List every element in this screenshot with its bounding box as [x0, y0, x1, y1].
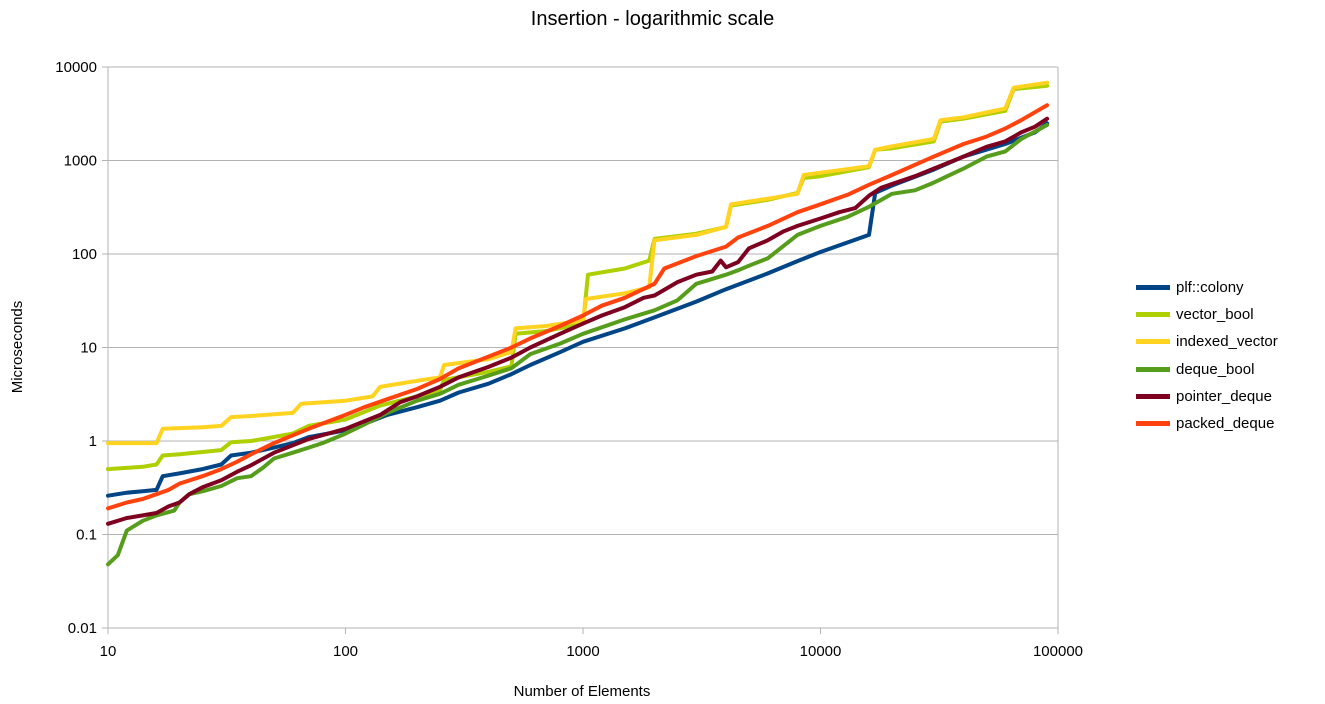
- series-line-deque-bool: [106, 123, 1050, 567]
- x-tick-label: 10: [100, 643, 117, 660]
- x-axis-title: Number of Elements: [514, 683, 651, 700]
- legend-item: packed_deque: [1136, 410, 1278, 437]
- y-tick-label: 1: [89, 433, 97, 450]
- legend-label: indexed_vector: [1176, 333, 1278, 351]
- legend-item: plf::colony: [1136, 274, 1278, 301]
- legend-item: deque_bool: [1136, 356, 1278, 383]
- axis-layer: [102, 66, 1059, 634]
- y-tick-label: 0.01: [68, 620, 97, 637]
- x-tick-label: 100000: [1033, 643, 1083, 660]
- y-tick-label: 100: [72, 246, 97, 263]
- series-line-pointer-deque: [106, 116, 1050, 526]
- y-axis-title: Microseconds: [9, 301, 26, 394]
- grid-layer: [108, 66, 1058, 629]
- legend-swatch: [1136, 421, 1170, 427]
- y-tick-label: 0.1: [76, 527, 97, 544]
- legend-item: indexed_vector: [1136, 328, 1278, 355]
- legend-label: deque_bool: [1176, 360, 1255, 378]
- y-tick-label: 1000: [64, 153, 97, 170]
- y-tick-label: 10000: [55, 59, 97, 76]
- x-tick-label: 100: [333, 643, 358, 660]
- legend-item: pointer_deque: [1136, 383, 1278, 410]
- legend-swatch: [1136, 312, 1170, 318]
- legend-label: vector_bool: [1176, 306, 1254, 324]
- legend-swatch: [1136, 393, 1170, 399]
- chart-title: Insertion - logarithmic scale: [530, 8, 775, 30]
- series-line-plf-colony: [106, 121, 1050, 498]
- legend-swatch: [1136, 285, 1170, 291]
- series-line-indexed-vector: [106, 80, 1050, 446]
- legend-label: packed_deque: [1176, 415, 1275, 433]
- legend-swatch: [1136, 366, 1170, 372]
- legend-item: vector_bool: [1136, 301, 1278, 328]
- x-tick-label: 10000: [800, 643, 842, 660]
- label-layer: 0.01 0.1 1 10 100 1000 10000 10 100 1000 10000 1000…: [55, 59, 1083, 660]
- legend-label: plf::colony: [1176, 279, 1244, 297]
- legend-swatch: [1136, 339, 1170, 345]
- series-line-packed-deque: [106, 103, 1050, 511]
- y-tick-label: 10: [80, 340, 97, 357]
- legend-label: pointer_deque: [1176, 387, 1272, 405]
- x-tick-label: 1000: [566, 643, 599, 660]
- series-layer: [106, 80, 1050, 567]
